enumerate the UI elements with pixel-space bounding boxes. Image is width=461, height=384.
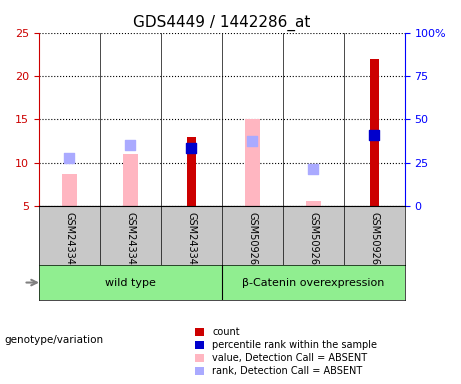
Bar — [187, 137, 196, 206]
Text: wild type: wild type — [105, 278, 156, 288]
Text: GSM243348: GSM243348 — [186, 212, 196, 271]
Bar — [245, 119, 260, 206]
Title: GDS4449 / 1442286_at: GDS4449 / 1442286_at — [133, 15, 310, 31]
Point — [65, 155, 73, 161]
Point — [309, 166, 317, 172]
Bar — [123, 154, 138, 206]
Bar — [306, 202, 321, 206]
Text: GSM509261: GSM509261 — [308, 212, 318, 271]
Text: genotype/variation: genotype/variation — [5, 335, 104, 345]
Point — [248, 138, 256, 144]
Legend: count, percentile rank within the sample, value, Detection Call = ABSENT, rank, : count, percentile rank within the sample… — [192, 324, 380, 379]
Text: GSM243346: GSM243346 — [65, 212, 74, 271]
Point — [371, 132, 378, 138]
Point — [188, 145, 195, 151]
Text: GSM243347: GSM243347 — [125, 212, 135, 271]
Text: GSM509260: GSM509260 — [247, 212, 257, 271]
Point — [127, 142, 134, 148]
Text: GSM509262: GSM509262 — [369, 212, 379, 271]
Text: β-Catenin overexpression: β-Catenin overexpression — [242, 278, 384, 288]
Bar — [62, 174, 77, 206]
Bar — [370, 58, 379, 206]
